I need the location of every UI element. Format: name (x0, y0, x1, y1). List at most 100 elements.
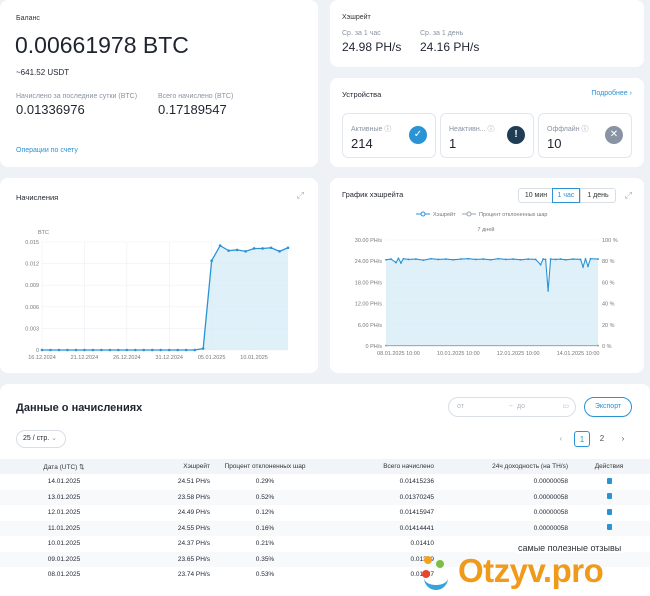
cell-total: 0.01370245 (320, 489, 434, 505)
cell-date: 14.01.2025 (47, 478, 81, 486)
devices-card: Устройства Подробнее › Активные ⓘ 214 ✓ … (330, 78, 644, 167)
download-icon[interactable] (606, 493, 612, 500)
expand-icon[interactable]: ⤢ (624, 190, 632, 200)
data-point-hashrate (400, 262, 402, 264)
data-point-hashrate (489, 258, 492, 261)
avg-1d-value: 24.16 PH/s (420, 40, 480, 54)
date-range-picker[interactable]: от → до ▭ (448, 397, 576, 417)
cell-total: 0.01410 (410, 540, 435, 548)
col-hashrate: Хэшрейт (128, 459, 210, 474)
watermark: самые полезные отзывы Otzyv.pro (418, 540, 650, 596)
data-point-hashrate (407, 258, 410, 261)
offline-devices[interactable]: Оффлайн ⓘ 10 ✕ (538, 113, 632, 158)
legend-label-rejected: Процент отклоненных шар (479, 212, 548, 218)
cell-rejected: 0.21% (255, 540, 275, 548)
watermark-brand: Otzyv.pro (458, 552, 604, 589)
x-tick-label: 14.01.2025 10:00 (557, 351, 600, 357)
y-tick-label: 0.015 (25, 240, 39, 246)
x-tick-label: 16.12.2024 (28, 355, 56, 361)
col-yield: 24ч доходность (на TH/s) (434, 459, 568, 474)
data-point-hashrate (527, 258, 530, 260)
active-label-text: Активные (351, 126, 383, 133)
y-left-tick-label: 30.00 PH/s (355, 238, 382, 244)
col-actions: Действия (568, 459, 650, 474)
page-2-button[interactable]: 2 (599, 434, 605, 443)
hashrate-card: Хэшрейт Ср. за 1 час 24.98 PH/s Ср. за 1… (330, 0, 644, 67)
next-page-button[interactable]: › (621, 434, 625, 443)
range-1d-button[interactable]: 1 день (580, 188, 616, 203)
chart-period: 7 дней (478, 226, 495, 233)
expand-icon[interactable]: ⤢ (296, 190, 304, 200)
y-right-tick-label: 80 % (602, 259, 615, 265)
x-tick-label: 21.12.2024 (71, 355, 99, 361)
col-total: Всего начислено (320, 459, 434, 474)
page-1-button[interactable]: 1 (574, 431, 590, 447)
data-point (210, 259, 213, 263)
cell-total: 0.01414441 (320, 520, 434, 536)
devices-more-link[interactable]: Подробнее › (591, 90, 632, 97)
y-tick-label: 0.006 (25, 305, 39, 311)
data-point-hashrate (579, 258, 582, 261)
data-point-hashrate (467, 257, 470, 260)
data-point (117, 348, 120, 352)
data-point (193, 348, 196, 352)
balance-usdt: ~641.52 USDT (16, 68, 70, 77)
data-point-hashrate (597, 258, 599, 260)
range-1h-button[interactable]: 1 час (552, 188, 580, 203)
data-point-hashrate (385, 258, 387, 261)
data-point (49, 348, 52, 352)
data-point (91, 348, 95, 352)
cell-actions (568, 520, 650, 536)
sort-icon: ⇅ (79, 463, 85, 471)
export-button[interactable]: Экспорт (584, 397, 632, 417)
active-count: 214 (351, 136, 373, 151)
cell-total: 0.01415947 (399, 509, 434, 517)
data-point-hashrate (395, 261, 397, 264)
data-point-hashrate (504, 258, 507, 261)
data-point-hashrate (452, 258, 455, 261)
cell-rejected: 0.29% (255, 478, 275, 486)
data-point-hashrate (512, 258, 515, 260)
data-point (40, 348, 44, 352)
active-devices[interactable]: Активные ⓘ 214 ✓ (342, 113, 436, 158)
table-row: 12.01.2025 24.49 PH/s 0.12% 0.01415947 0.000… (0, 505, 650, 521)
data-point (108, 348, 112, 352)
hashrate-title: Хэшрейт (342, 14, 371, 21)
cell-yield: 0.00000058 (434, 489, 568, 505)
x-tick-label: 10.01.2025 10:00 (437, 351, 480, 357)
info-icon: ⓘ (384, 126, 392, 133)
exclamation-icon: ! (507, 126, 525, 144)
calendar-icon: ▭ (562, 403, 569, 410)
data-point-hashrate (547, 289, 550, 292)
download-icon[interactable] (606, 524, 612, 531)
area-fill (386, 258, 598, 346)
data-point (261, 247, 264, 250)
download-icon[interactable] (606, 508, 612, 515)
inactive-devices[interactable]: Неактивн... ⓘ 1 ! (440, 113, 534, 158)
devices-title: Устройства (342, 90, 382, 99)
data-point (235, 248, 239, 252)
prev-page-button[interactable]: ‹ (559, 434, 563, 443)
legend-marker-hashrate (420, 211, 426, 217)
page-size-select[interactable]: 25 / стр. ⌄ (16, 430, 66, 448)
data-point-hashrate (582, 265, 584, 268)
data-point-hashrate (390, 258, 392, 260)
download-icon[interactable] (606, 477, 612, 484)
data-point-hashrate (589, 257, 592, 260)
operations-link[interactable]: Операции по счету (16, 147, 78, 154)
balance-title: Баланс (16, 15, 40, 22)
y-axis-unit: BTC (38, 230, 49, 236)
cell-rejected: 0.53% (255, 571, 275, 579)
cell-date: 12.01.2025 (47, 509, 81, 517)
balance-card: Баланс 0.00661978 BTC ~641.52 USDT Начис… (0, 0, 318, 167)
data-point-rejected (385, 344, 387, 347)
data-point-hashrate (587, 265, 589, 268)
offline-label-text: Оффлайн (547, 126, 580, 133)
offline-count: 10 (547, 136, 562, 151)
col-date[interactable]: Дата (UTC) ⇅ (0, 459, 128, 474)
data-point-hashrate (422, 259, 425, 262)
cell-total: 0.01387 (320, 567, 435, 583)
data-point (167, 348, 171, 352)
legend-label-hashrate: Хэшрейт (433, 211, 456, 218)
check-icon: ✓ (409, 126, 427, 144)
